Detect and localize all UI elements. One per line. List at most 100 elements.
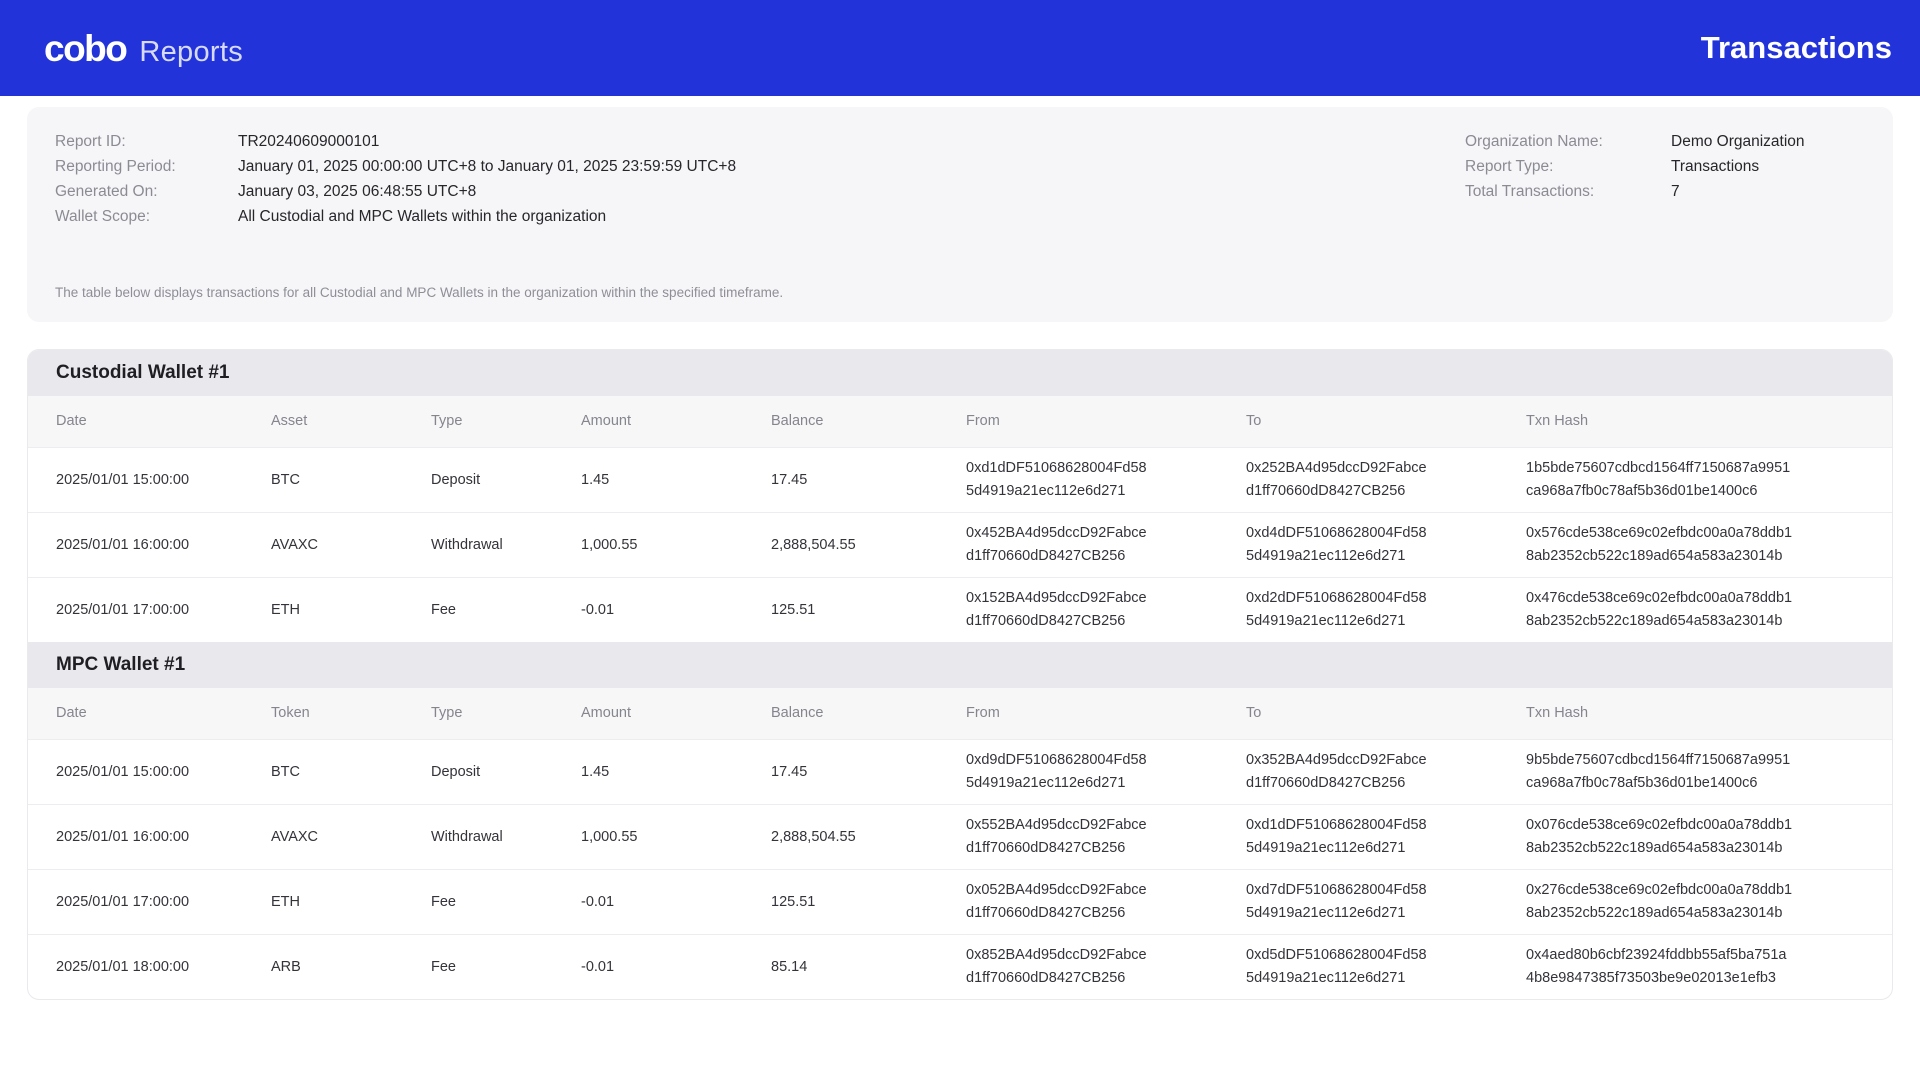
column-header-date: Date [28, 688, 271, 739]
amount-cell: -0.01 [581, 933, 771, 999]
type-cell: Fee [431, 576, 581, 642]
amount-cell: -0.01 [581, 868, 771, 934]
asset-cell: ARB [271, 933, 431, 999]
from-address-cell: 0x052BA4d95dccD92Fabced1ff70660dD8427CB2… [966, 868, 1246, 934]
from-address: 0x152BA4d95dccD92Fabced1ff70660dD8427CB2… [966, 589, 1147, 629]
amount-cell: 1,000.55 [581, 803, 771, 869]
date-cell: 2025/01/01 17:00:00 [28, 576, 271, 642]
table-row: 2025/01/01 16:00:00 AVAXC Withdrawal 1,0… [28, 511, 1892, 577]
column-header-amount: Amount [581, 688, 771, 739]
column-header-type: Type [431, 688, 581, 739]
field-label: Report Type: [1465, 158, 1554, 175]
from-address: 0xd1dDF51068628004Fd585d4919a21ec112e6d2… [966, 459, 1147, 499]
summary-left-column: Report ID: TR20240609000101 Reporting Pe… [55, 133, 736, 233]
table-row: 2025/01/01 15:00:00 BTC Deposit 1.45 17.… [28, 446, 1892, 512]
to-address: 0xd4dDF51068628004Fd585d4919a21ec112e6d2… [1246, 524, 1427, 564]
type-cell: Fee [431, 868, 581, 934]
app-header: cobo Reports Transactions [0, 0, 1920, 96]
column-header-date: Date [28, 396, 271, 447]
column-header-to: To [1246, 688, 1526, 739]
txn-hash: 0x4aed80b6cbf23924fddbb55af5ba751a4b8e98… [1526, 946, 1787, 986]
from-address-cell: 0xd1dDF51068628004Fd585d4919a21ec112e6d2… [966, 446, 1246, 512]
type-cell: Deposit [431, 446, 581, 512]
brand-wordmark: cobo [44, 27, 128, 69]
field-value: January 01, 2025 00:00:00 UTC+8 to Janua… [238, 158, 737, 175]
asset-cell: ETH [271, 576, 431, 642]
column-header-from: From [966, 396, 1246, 447]
table-row: 2025/01/01 17:00:00 ETH Fee -0.01 125.51… [28, 576, 1892, 642]
balance-cell: 85.14 [771, 933, 966, 999]
column-header-token: Token [271, 688, 431, 739]
to-address-cell: 0xd2dDF51068628004Fd585d4919a21ec112e6d2… [1246, 576, 1526, 642]
summary-row-report-id: Report ID: TR20240609000101 [55, 133, 736, 150]
section-title: Custodial Wallet #1 [56, 362, 230, 383]
field-label: Report ID: [55, 133, 126, 150]
summary-row-wallet-scope: Wallet Scope: All Custodial and MPC Wall… [55, 208, 736, 225]
date-cell: 2025/01/01 18:00:00 [28, 933, 271, 999]
to-address-cell: 0x352BA4d95dccD92Fabced1ff70660dD8427CB2… [1246, 738, 1526, 804]
field-label: Organization Name: [1465, 133, 1603, 150]
column-header-balance: Balance [771, 396, 966, 447]
to-address-cell: 0xd4dDF51068628004Fd585d4919a21ec112e6d2… [1246, 511, 1526, 577]
summary-row-generated-on: Generated On: January 03, 2025 06:48:55 … [55, 183, 736, 200]
txn-hash: 0x476cde538ce69c02efbdc00a0a78ddb18ab235… [1526, 589, 1793, 629]
table-header-row: Date Token Type Amount Balance From To T… [28, 688, 1892, 739]
summary-row-reporting-period: Reporting Period: January 01, 2025 00:00… [55, 158, 736, 175]
from-address-cell: 0x852BA4d95dccD92Fabced1ff70660dD8427CB2… [966, 933, 1246, 999]
field-value: Transactions [1671, 158, 1760, 175]
to-address-cell: 0x252BA4d95dccD92Fabced1ff70660dD8427CB2… [1246, 446, 1526, 512]
asset-cell: ETH [271, 868, 431, 934]
amount-cell: 1.45 [581, 738, 771, 804]
txn-hash-cell: 0x076cde538ce69c02efbdc00a0a78ddb18ab235… [1526, 803, 1892, 869]
field-value: January 03, 2025 06:48:55 UTC+8 [238, 183, 477, 200]
amount-cell: 1,000.55 [581, 511, 771, 577]
balance-cell: 17.45 [771, 446, 966, 512]
field-value: All Custodial and MPC Wallets within the… [238, 208, 607, 225]
from-address: 0x452BA4d95dccD92Fabced1ff70660dD8427CB2… [966, 524, 1147, 564]
table-row: 2025/01/01 15:00:00 BTC Deposit 1.45 17.… [28, 738, 1892, 804]
summary-fields: Report ID: TR20240609000101 Reporting Pe… [55, 133, 1865, 233]
asset-cell: AVAXC [271, 803, 431, 869]
txn-hash-cell: 1b5bde75607cdbcd1564ff7150687a9951ca968a… [1526, 446, 1892, 512]
to-address: 0xd1dDF51068628004Fd585d4919a21ec112e6d2… [1246, 816, 1427, 856]
column-header-amount: Amount [581, 396, 771, 447]
summary-row-total-transactions: Total Transactions: 7 [1465, 183, 1825, 200]
date-cell: 2025/01/01 15:00:00 [28, 446, 271, 512]
column-header-txn-hash: Txn Hash [1526, 396, 1892, 447]
field-value: 7 [1671, 183, 1680, 200]
from-address-cell: 0x452BA4d95dccD92Fabced1ff70660dD8427CB2… [966, 511, 1246, 577]
amount-cell: 1.45 [581, 446, 771, 512]
date-cell: 2025/01/01 16:00:00 [28, 511, 271, 577]
txn-hash-cell: 0x476cde538ce69c02efbdc00a0a78ddb18ab235… [1526, 576, 1892, 642]
field-value: TR20240609000101 [238, 133, 380, 150]
balance-cell: 125.51 [771, 576, 966, 642]
report-summary-card: Report ID: TR20240609000101 Reporting Pe… [27, 107, 1893, 322]
txn-hash: 9b5bde75607cdbcd1564ff7150687a9951ca968a… [1526, 751, 1791, 791]
column-header-type: Type [431, 396, 581, 447]
summary-row-organization-name: Organization Name: Demo Organization [1465, 133, 1825, 150]
field-value: Demo Organization [1671, 133, 1805, 150]
field-label: Reporting Period: [55, 158, 176, 175]
column-header-to: To [1246, 396, 1526, 447]
from-address: 0x052BA4d95dccD92Fabced1ff70660dD8427CB2… [966, 881, 1147, 921]
report-body: Report ID: TR20240609000101 Reporting Pe… [0, 96, 1920, 1000]
type-cell: Withdrawal [431, 803, 581, 869]
from-address: 0x852BA4d95dccD92Fabced1ff70660dD8427CB2… [966, 946, 1147, 986]
txn-hash-cell: 0x276cde538ce69c02efbdc00a0a78ddb18ab235… [1526, 868, 1892, 934]
to-address-cell: 0xd1dDF51068628004Fd585d4919a21ec112e6d2… [1246, 803, 1526, 869]
balance-cell: 17.45 [771, 738, 966, 804]
mpc-wallet-table: Date Token Type Amount Balance From To T… [28, 688, 1892, 999]
type-cell: Deposit [431, 738, 581, 804]
to-address-cell: 0xd5dDF51068628004Fd585d4919a21ec112e6d2… [1246, 933, 1526, 999]
asset-cell: BTC [271, 446, 431, 512]
from-address-cell: 0x152BA4d95dccD92Fabced1ff70660dD8427CB2… [966, 576, 1246, 642]
txn-hash: 0x076cde538ce69c02efbdc00a0a78ddb18ab235… [1526, 816, 1793, 856]
from-address-cell: 0xd9dDF51068628004Fd585d4919a21ec112e6d2… [966, 738, 1246, 804]
custodial-wallet-table: Date Asset Type Amount Balance From To T… [28, 396, 1892, 642]
balance-cell: 2,888,504.55 [771, 803, 966, 869]
field-label: Generated On: [55, 183, 158, 200]
asset-cell: BTC [271, 738, 431, 804]
table-row: 2025/01/01 17:00:00 ETH Fee -0.01 125.51… [28, 868, 1892, 934]
date-cell: 2025/01/01 17:00:00 [28, 868, 271, 934]
to-address: 0xd2dDF51068628004Fd585d4919a21ec112e6d2… [1246, 589, 1427, 629]
